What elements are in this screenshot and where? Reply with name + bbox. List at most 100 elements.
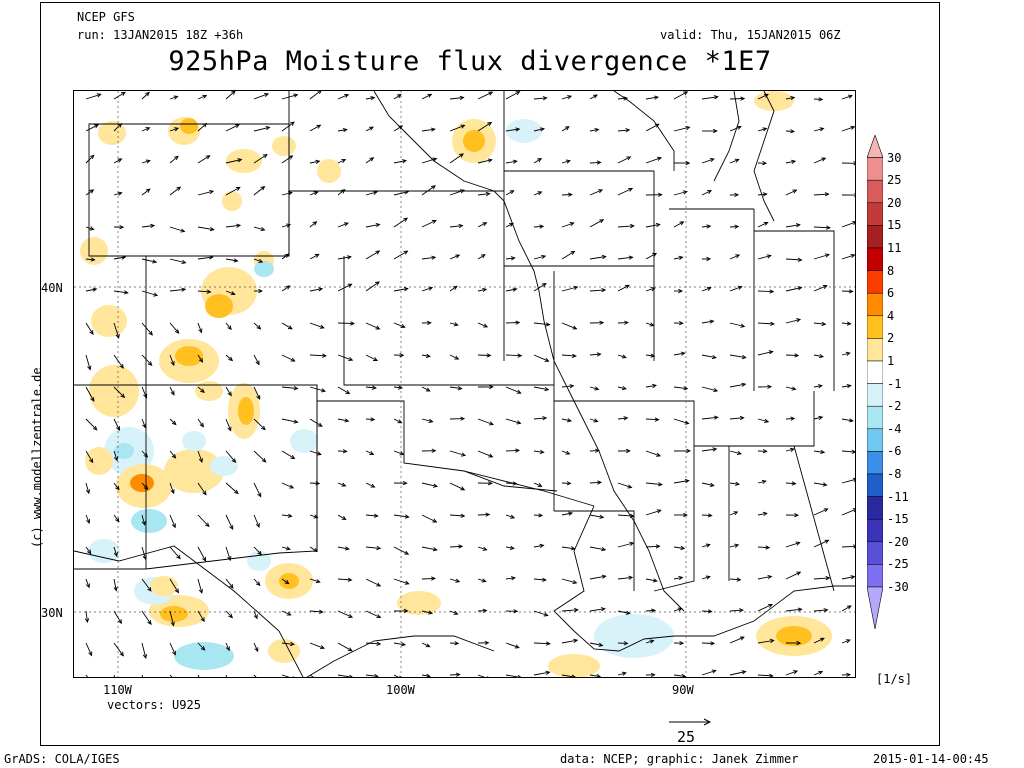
wind-vector-arrow [729, 450, 742, 456]
wind-vector-arrow [225, 322, 232, 331]
wind-vector-arrow [113, 386, 126, 399]
wind-vector-arrow [645, 608, 657, 613]
wind-vector-arrow [169, 674, 173, 677]
state-border-line [553, 505, 855, 652]
wind-vector-arrow [393, 94, 402, 100]
wind-vector-arrow [533, 641, 551, 646]
wind-vector-arrow [253, 418, 266, 431]
colorbar-swatch [867, 541, 883, 565]
wind-vector-arrow [841, 477, 855, 484]
wind-vector-arrow [253, 514, 260, 528]
colorbar-level-label: -2 [887, 399, 902, 414]
wind-vector-arrow [141, 386, 148, 399]
wind-vector-arrow [281, 322, 293, 330]
colorbar-level-label: -8 [887, 467, 902, 481]
wind-vector-arrow [365, 354, 379, 361]
wind-vector-arrow [533, 670, 551, 676]
shading-contour [754, 91, 794, 111]
wind-vector-arrow [813, 539, 830, 548]
wind-vector-arrow [113, 224, 125, 230]
wind-vector-arrow [813, 449, 826, 455]
wind-vector-arrow [85, 154, 95, 164]
wind-vector-arrow [337, 386, 351, 395]
wind-vector-arrow [421, 386, 431, 392]
wind-vector-arrow [449, 254, 461, 260]
wind-vector-arrow [85, 354, 92, 371]
wind-vector-arrow [785, 286, 803, 292]
wind-vector-arrow [197, 122, 208, 132]
wind-vector-arrow [169, 450, 177, 459]
state-border-line [613, 91, 675, 171]
wind-vector-arrow [365, 157, 375, 164]
colorbar-level-label: -11 [887, 489, 909, 504]
wind-vector-arrow [421, 255, 437, 260]
wind-vector-arrow [813, 384, 823, 389]
wind-vector-arrow [197, 610, 205, 623]
wind-vector-arrow [785, 416, 796, 421]
shading-contour [506, 119, 542, 143]
shading-contour [131, 509, 167, 533]
state-border-line [317, 400, 558, 492]
wind-vector-arrow [533, 416, 548, 421]
wind-vector-arrow [561, 418, 573, 423]
wind-vector-arrow [365, 545, 382, 551]
shading-contour [195, 381, 223, 401]
lat-lon-grid [74, 91, 855, 677]
shading-contour [205, 294, 233, 318]
colorbar-swatch [867, 496, 883, 520]
wind-vector-arrow [253, 92, 270, 100]
wind-vector-arrow [617, 482, 633, 489]
state-border-line [306, 635, 415, 677]
wind-vector-arrow [729, 192, 740, 198]
wind-vector-arrow [113, 514, 120, 523]
wind-vector-arrow [617, 354, 627, 359]
wind-vector-arrow [113, 122, 123, 132]
wind-vector-arrow [617, 320, 629, 325]
lon-label-90w: 90W [672, 683, 694, 697]
footer-right: 2015-01-14-00:45 [873, 752, 989, 766]
colorbar-level-label: 25 [887, 173, 902, 188]
wind-vector-arrow [505, 353, 523, 358]
wind-vector-arrow [141, 322, 153, 336]
footer-center: data: NCEP; graphic: Janek Zimmer [560, 752, 799, 766]
colorbar [867, 135, 883, 629]
wind-vector-arrow [169, 482, 175, 495]
wind-vector-arrow [281, 450, 296, 460]
wind-vector-arrow [365, 126, 374, 132]
wind-vector-arrow [673, 478, 690, 484]
wind-vector-arrow [309, 322, 325, 329]
wind-vector-arrow [281, 285, 291, 292]
wind-vector-arrow [141, 223, 156, 228]
colorbar-swatch [867, 383, 883, 407]
wind-vector-arrow [225, 258, 239, 263]
wind-vector-arrow [421, 157, 438, 164]
wind-vector-arrow [449, 153, 464, 164]
shading-contour [226, 149, 262, 173]
lon-label-110w: 110W [103, 683, 132, 697]
map-title: 925hPa Moisture flux divergence *1E7 [168, 46, 772, 77]
wind-vector-arrow [421, 514, 438, 523]
colorbar-swatch [867, 428, 883, 452]
wind-vector-arrow [393, 418, 403, 424]
wind-vector-arrow [309, 481, 321, 486]
colorbar-swatch [867, 225, 883, 249]
wind-vector-arrow [477, 512, 491, 517]
wind-vector-arrow [589, 514, 605, 519]
wind-vector-arrow [533, 449, 545, 455]
wind-vector-arrow [813, 321, 827, 327]
map-panel [73, 90, 856, 678]
wind-vector-arrow [645, 252, 658, 260]
colorbar-swatch [867, 270, 883, 294]
wind-vector-arrow [673, 320, 684, 326]
wind-vector-arrow [197, 155, 211, 164]
wind-vector-arrow [477, 674, 489, 677]
vector-scale-value: 25 [677, 728, 696, 746]
wind-vector-arrow [309, 253, 320, 260]
shading-contour [160, 606, 188, 622]
wind-vector-arrow [141, 188, 151, 196]
wind-vector-arrow [85, 482, 91, 495]
footer-left: GrADS: COLA/IGES [4, 752, 120, 766]
valid-time: valid: Thu, 15JAN2015 06Z [660, 28, 841, 42]
wind-vector-arrow [561, 578, 578, 585]
wind-vector-arrow [645, 192, 663, 197]
